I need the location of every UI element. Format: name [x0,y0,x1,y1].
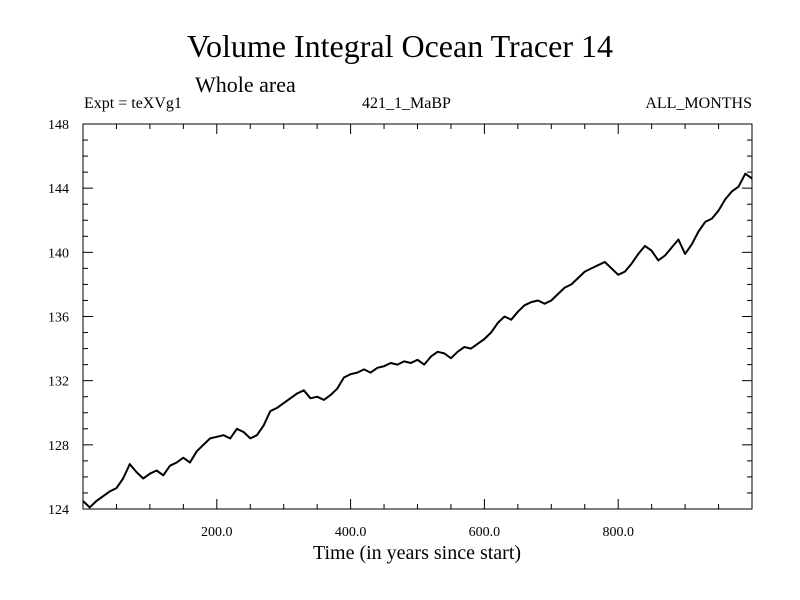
months-label: ALL_MONTHS [645,95,752,112]
x-tick-label: 200.0 [201,525,233,540]
y-tick-label: 132 [48,375,69,390]
x-tick-label: 400.0 [335,525,367,540]
x-tick-labels: 200.0 400.0 600.0 800.0 [201,525,634,540]
y-tick-label: 124 [48,503,69,518]
x-tick-label: 600.0 [469,525,501,540]
chart-subtitle: Whole area [195,72,296,97]
experiment-label: Expt = teXVg1 [84,95,182,112]
x-axis-title: Time (in years since start) [313,542,521,564]
plot-frame [82,123,753,510]
axis-ticks [82,123,753,510]
x-tick-label: 800.0 [602,525,634,540]
run-label: 421_1_MaBP [362,95,451,112]
y-tick-label: 128 [48,439,69,454]
y-tick-label: 136 [48,311,69,326]
series-line [82,172,753,509]
y-tick-label: 140 [48,246,69,261]
y-tick-label: 144 [48,182,69,197]
y-tick-labels: 124 128 132 136 140 144 148 [48,118,69,518]
y-tick-label: 148 [48,118,69,133]
chart-title: Volume Integral Ocean Tracer 14 [187,28,613,64]
